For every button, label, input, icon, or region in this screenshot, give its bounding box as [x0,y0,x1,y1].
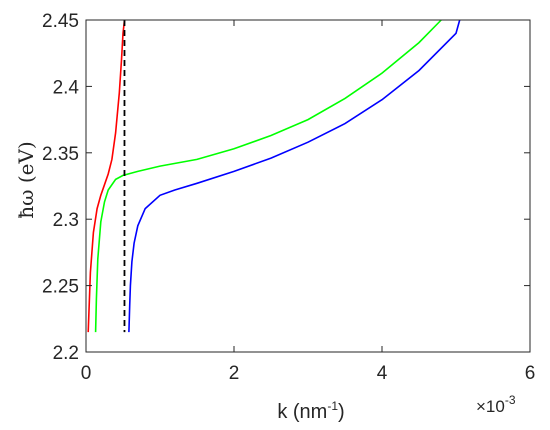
y-tick-label: 2.35 [42,144,79,165]
plot-area-box [85,19,531,353]
x-tick-label: 0 [81,363,92,384]
x-ticks: 0 2 4 6 [81,20,536,384]
y-axis-label: ħω (eV) [14,141,38,218]
series-line-3 [128,19,461,333]
series-line-1 [87,19,126,333]
x-axis-label: k (nm-1) [277,399,344,423]
series-layer [87,19,461,333]
y-ticks: 2.2 2.25 2.3 2.35 2.4 2.45 [42,11,530,364]
x-tick-label: 6 [525,363,536,384]
series-line-2 [94,19,442,333]
y-tick-label: 2.4 [53,77,80,98]
x-axis-multiplier: ×10-3 [476,393,516,416]
x-tick-label: 2 [229,363,240,384]
y-tick-label: 2.45 [42,11,79,32]
x-tick-label: 4 [377,363,388,384]
y-tick-label: 2.2 [53,343,79,364]
y-tick-label: 2.3 [53,210,79,231]
y-tick-label: 2.25 [42,277,79,298]
